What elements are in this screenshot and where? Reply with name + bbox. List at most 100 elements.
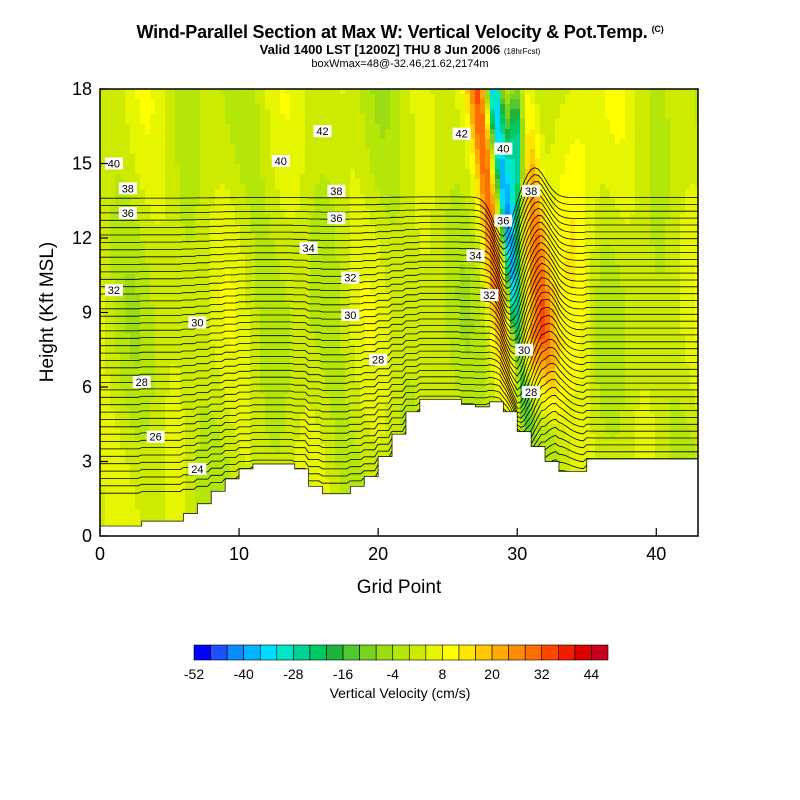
- field-cell: [135, 244, 141, 250]
- field-cell: [200, 309, 206, 315]
- field-cell: [140, 129, 146, 135]
- field-cell: [235, 459, 241, 465]
- field-cell: [115, 174, 121, 180]
- field-cell: [205, 214, 211, 220]
- field-cell: [135, 514, 141, 520]
- field-cell: [175, 194, 181, 200]
- field-cell: [350, 439, 356, 445]
- field-cell: [145, 169, 151, 175]
- field-cell: [280, 334, 286, 340]
- field-cell: [135, 469, 141, 475]
- field-cell: [370, 149, 376, 155]
- field-cell: [130, 429, 136, 435]
- field-cell: [215, 139, 221, 145]
- field-cell: [255, 104, 261, 110]
- field-cell: [130, 459, 136, 465]
- field-cell: [240, 214, 246, 220]
- field-cell: [220, 244, 226, 250]
- field-cell: [265, 99, 271, 105]
- field-cell: [260, 294, 266, 300]
- field-cell: [355, 204, 361, 210]
- field-cell: [280, 274, 286, 280]
- field-cell: [255, 414, 261, 420]
- field-cell: [185, 249, 191, 255]
- field-cell: [130, 129, 136, 135]
- field-cell: [270, 449, 276, 455]
- field-cell: [340, 154, 346, 160]
- field-cell: [120, 194, 126, 200]
- field-cell: [235, 274, 241, 280]
- field-cell: [355, 444, 361, 450]
- field-cell: [155, 209, 161, 215]
- field-cell: [155, 329, 161, 335]
- field-cell: [345, 94, 351, 100]
- field-cell: [335, 384, 341, 390]
- field-cell: [305, 134, 311, 140]
- field-cell: [220, 459, 226, 465]
- field-cell: [100, 214, 106, 220]
- field-cell: [295, 279, 301, 285]
- field-cell: [240, 374, 246, 380]
- field-cell: [100, 154, 106, 160]
- field-cell: [240, 344, 246, 350]
- field-cell: [330, 344, 336, 350]
- field-cell: [160, 359, 166, 365]
- field-cell: [370, 94, 376, 100]
- field-cell: [250, 259, 256, 265]
- field-cell: [175, 514, 181, 520]
- field-cell: [355, 144, 361, 150]
- field-cell: [185, 464, 191, 470]
- field-cell: [115, 494, 121, 500]
- field-cell: [135, 169, 141, 175]
- field-cell: [325, 204, 331, 210]
- field-cell: [255, 309, 261, 315]
- field-cell: [340, 484, 346, 490]
- field-cell: [155, 349, 161, 355]
- field-cell: [270, 239, 276, 245]
- field-cell: [370, 204, 376, 210]
- field-cell: [205, 244, 211, 250]
- field-cell: [180, 219, 186, 225]
- field-cell: [325, 294, 331, 300]
- field-cell: [170, 504, 176, 510]
- field-cell: [255, 439, 261, 445]
- field-cell: [120, 429, 126, 435]
- field-cell: [110, 314, 116, 320]
- field-cell: [160, 149, 166, 155]
- field-cell: [125, 489, 131, 495]
- field-cell: [115, 374, 121, 380]
- field-cell: [295, 219, 301, 225]
- field-cell: [145, 414, 151, 420]
- field-cell: [220, 339, 226, 345]
- field-cell: [365, 204, 371, 210]
- field-cell: [310, 399, 316, 405]
- field-cell: [250, 279, 256, 285]
- field-cell: [260, 194, 266, 200]
- field-cell: [190, 269, 196, 275]
- field-cell: [210, 124, 216, 130]
- field-cell: [335, 399, 341, 405]
- field-cell: [150, 374, 156, 380]
- field-cell: [245, 364, 251, 370]
- field-cell: [155, 394, 161, 400]
- field-cell: [145, 279, 151, 285]
- field-cell: [365, 379, 371, 385]
- field-cell: [330, 104, 336, 110]
- field-cell: [140, 329, 146, 335]
- field-cell: [310, 444, 316, 450]
- field-cell: [135, 189, 141, 195]
- field-cell: [355, 384, 361, 390]
- field-cell: [265, 289, 271, 295]
- field-cell: [135, 249, 141, 255]
- field-cell: [255, 184, 261, 190]
- field-cell: [160, 504, 166, 510]
- field-cell: [230, 364, 236, 370]
- field-cell: [140, 439, 146, 445]
- field-cell: [290, 139, 296, 145]
- field-cell: [280, 284, 286, 290]
- field-cell: [235, 464, 241, 470]
- field-cell: [210, 204, 216, 210]
- field-cell: [285, 379, 291, 385]
- field-cell: [360, 309, 366, 315]
- field-cell: [145, 449, 151, 455]
